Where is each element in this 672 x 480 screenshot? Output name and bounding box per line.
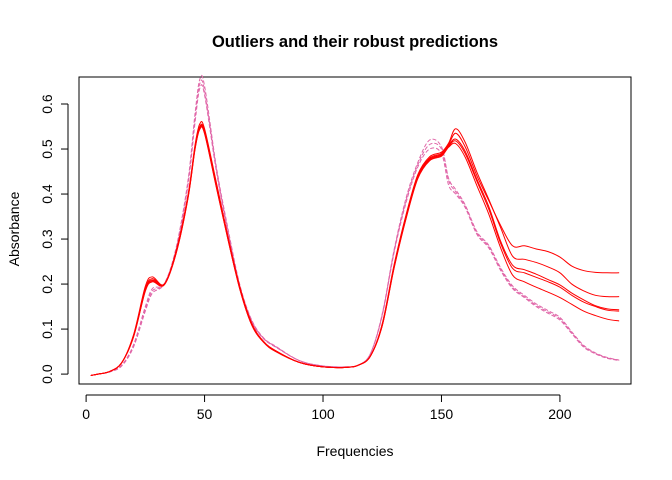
y-tick-label: 0.1	[39, 319, 55, 339]
outlier-line-outlier-1	[90, 84, 620, 376]
y-axis-label: Absorbance	[6, 191, 22, 266]
y-axis: 0.0 0.1 0.2 0.3 0.4 0.5 0.6	[39, 94, 69, 384]
x-tick-label: 0	[82, 406, 90, 422]
prediction-line-prediction-1	[90, 123, 620, 376]
x-axis: 0 50 100 150 200	[82, 394, 572, 422]
x-tick-label: 100	[311, 406, 335, 422]
y-tick-label: 0.5	[39, 139, 55, 159]
chart-title: Outliers and their robust predictions	[212, 33, 498, 51]
prediction-line-prediction-2	[90, 121, 620, 376]
prediction-line-prediction-5	[90, 126, 620, 376]
x-tick-label: 50	[197, 406, 213, 422]
x-tick-label: 150	[430, 406, 454, 422]
y-tick-label: 0.2	[39, 274, 55, 294]
series-layer	[90, 74, 620, 376]
plot-frame	[78, 76, 632, 385]
x-tick-label: 200	[548, 406, 572, 422]
y-tick-label: 0.3	[39, 229, 55, 249]
prediction-line-prediction-4	[90, 125, 620, 376]
y-tick-label: 0.0	[39, 364, 55, 384]
outlier-line-outlier-2	[90, 79, 620, 376]
outlier-line-outlier-3	[90, 74, 620, 376]
y-tick-label: 0.6	[39, 94, 55, 114]
y-tick-label: 0.4	[39, 184, 55, 204]
x-axis-label: Frequencies	[316, 443, 393, 459]
